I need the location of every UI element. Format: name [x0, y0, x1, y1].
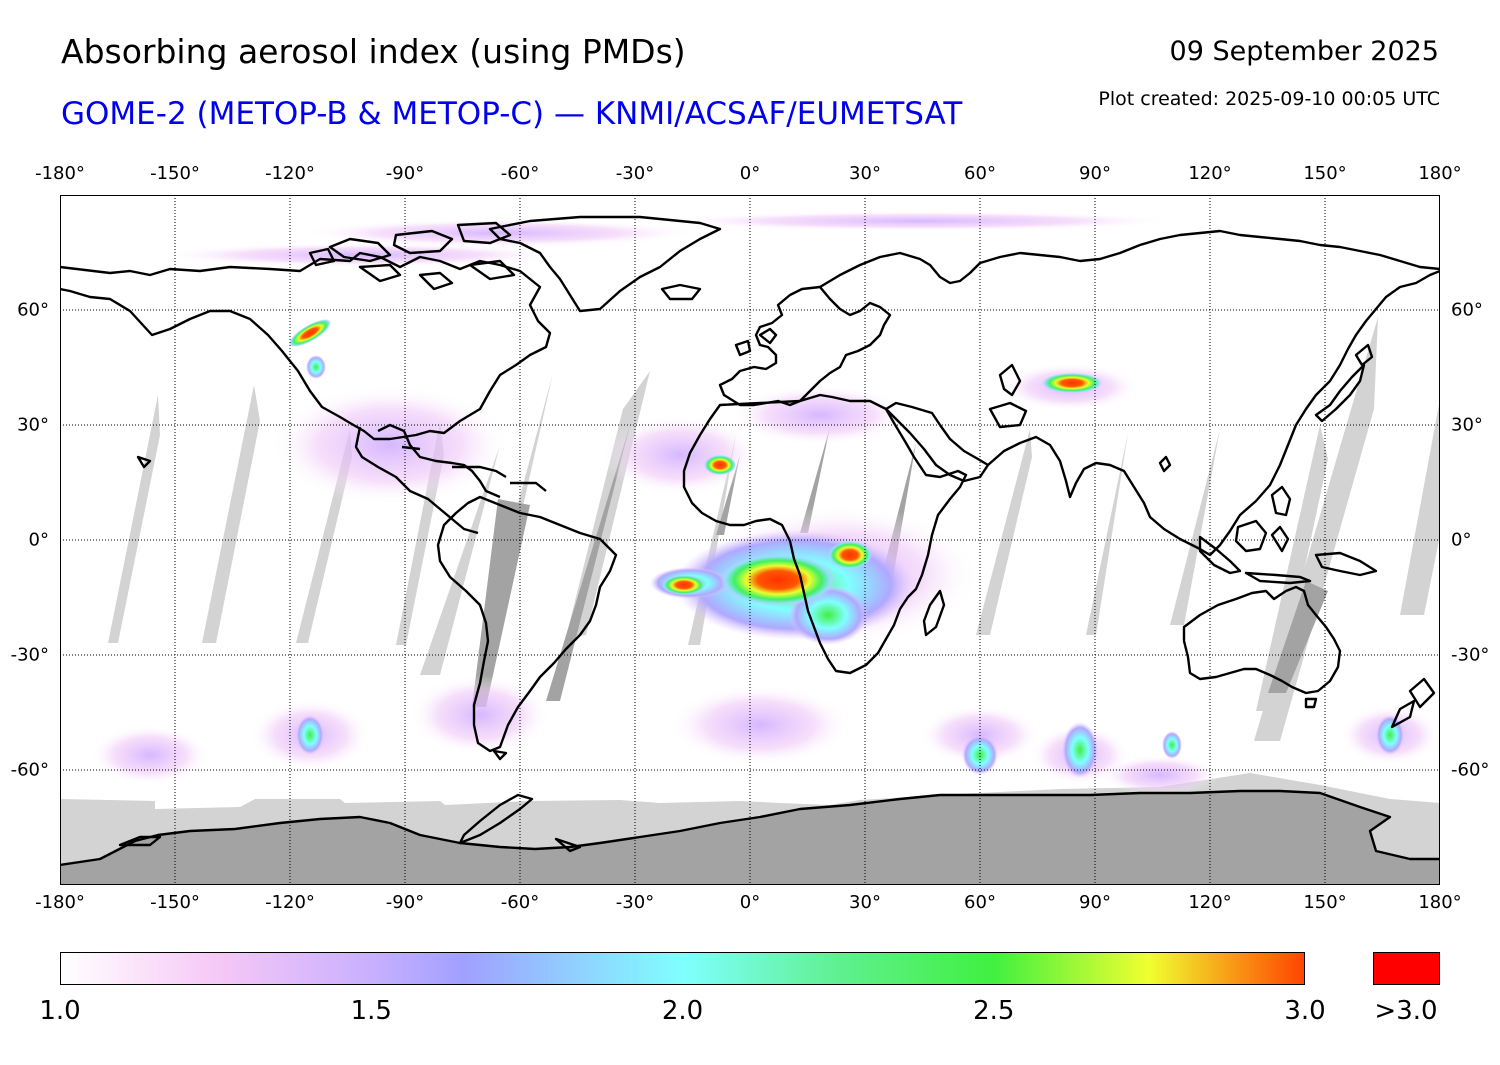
lat-tick-label: -60°: [10, 759, 49, 781]
lon-tick-label: 0°: [739, 163, 761, 184]
aerosol-index-map[interactable]: [60, 195, 1440, 885]
lon-tick-label: -30°: [615, 892, 655, 913]
lon-tick-label: 150°: [1303, 163, 1347, 184]
lon-tick-label: -150°: [150, 892, 200, 913]
lon-tick-label: -60°: [500, 892, 540, 913]
map-border: [60, 195, 1440, 885]
lat-tick-label: 60°: [1451, 299, 1483, 321]
colorbar-overflow-swatch: [1373, 952, 1440, 985]
colorbar-tick-label: 2.0: [661, 996, 704, 1026]
lon-tick-label: -90°: [385, 163, 425, 184]
lon-tick-label: -60°: [500, 163, 540, 184]
observation-date: 09 September 2025: [1169, 36, 1439, 67]
lon-tick-label: 60°: [964, 163, 996, 184]
lat-tick-label: -60°: [1451, 759, 1490, 781]
lon-tick-label: -30°: [615, 163, 655, 184]
lon-tick-label: -120°: [265, 163, 315, 184]
colorbar-overflow-label: >3.0: [1374, 996, 1438, 1026]
lon-tick-label: 60°: [964, 892, 996, 913]
lon-tick-label: -180°: [35, 892, 85, 913]
lon-tick-label: 180°: [1418, 163, 1462, 184]
map-subtitle: GOME-2 (METOP-B & METOP-C) — KNMI/ACSAF/…: [61, 96, 963, 132]
map-title: Absorbing aerosol index (using PMDs): [61, 32, 686, 71]
coastlines: [60, 215, 1440, 867]
colorbar: [60, 952, 1305, 985]
lon-tick-label: 30°: [849, 892, 881, 913]
plot-created-timestamp: Plot created: 2025-09-10 00:05 UTC: [1098, 88, 1440, 110]
lat-tick-label: -30°: [1451, 644, 1490, 666]
lon-tick-label: 90°: [1079, 892, 1111, 913]
lon-tick-label: 150°: [1303, 892, 1347, 913]
colorbar-tick-label: 1.5: [350, 996, 392, 1026]
lon-tick-label: 90°: [1079, 163, 1111, 184]
lat-tick-label: 0°: [1451, 529, 1472, 551]
lon-tick-label: -120°: [265, 892, 315, 913]
lon-tick-label: -180°: [35, 163, 85, 184]
lat-tick-label: 30°: [17, 414, 49, 436]
lat-tick-label: 30°: [1451, 414, 1483, 436]
lat-tick-label: 60°: [17, 299, 49, 321]
colorbar-tick-label: 1.0: [39, 996, 81, 1026]
lon-tick-label: 30°: [849, 163, 881, 184]
lon-tick-label: 180°: [1418, 892, 1462, 913]
lon-tick-label: 0°: [739, 892, 761, 913]
lon-tick-label: 120°: [1188, 892, 1232, 913]
lon-tick-label: -150°: [150, 163, 200, 184]
lon-tick-label: -90°: [385, 892, 425, 913]
colorbar-tick-label: 3.0: [1284, 996, 1326, 1026]
colorbar-tick-label: 2.5: [973, 996, 1015, 1026]
lon-tick-label: 120°: [1188, 163, 1232, 184]
graticule: [60, 195, 1440, 885]
lat-tick-label: -30°: [10, 644, 49, 666]
lat-tick-label: 0°: [28, 529, 49, 551]
